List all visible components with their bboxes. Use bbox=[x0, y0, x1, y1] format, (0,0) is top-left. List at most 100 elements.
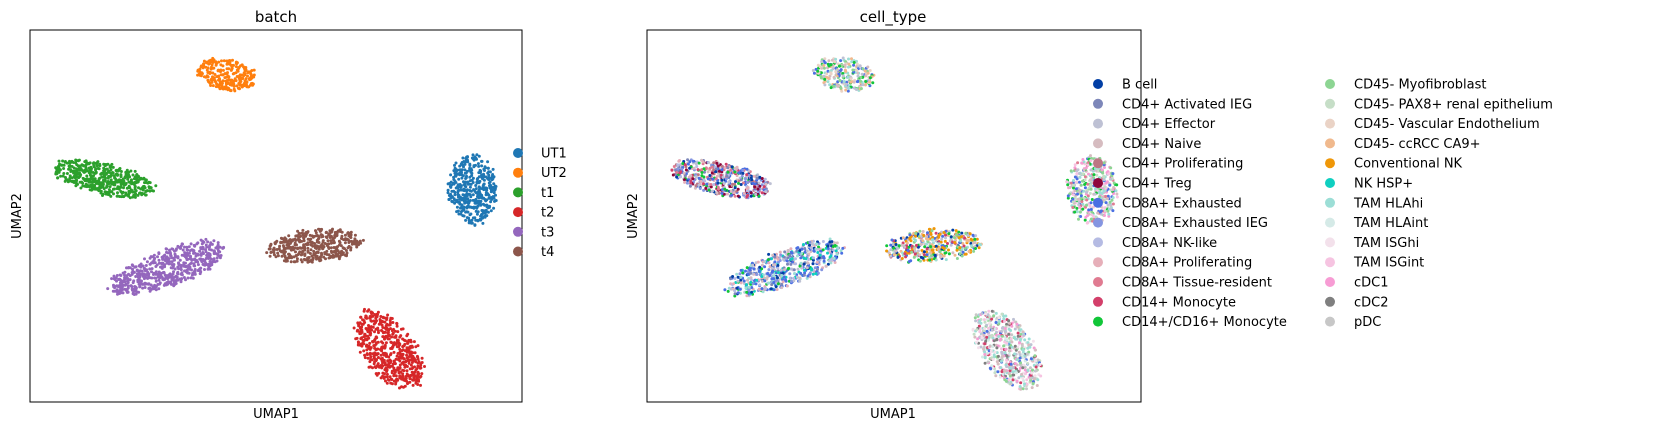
point-t1 bbox=[137, 186, 140, 190]
point-cell bbox=[1102, 178, 1106, 182]
point-t1 bbox=[105, 190, 109, 194]
point-cell bbox=[743, 177, 747, 181]
point-cell bbox=[798, 279, 802, 283]
point-t2 bbox=[404, 378, 408, 382]
point-t3 bbox=[157, 251, 161, 255]
point-ut2 bbox=[199, 64, 203, 68]
point-t3 bbox=[185, 248, 189, 252]
point-t1 bbox=[96, 188, 100, 191]
point-cell bbox=[1088, 191, 1092, 195]
point-cell bbox=[833, 241, 836, 245]
point-t1 bbox=[113, 183, 117, 187]
point-cell bbox=[925, 242, 928, 246]
point-ut1 bbox=[469, 189, 473, 193]
point-ut1 bbox=[480, 173, 483, 177]
point-t1 bbox=[105, 185, 109, 188]
point-cell bbox=[836, 84, 840, 88]
point-t4 bbox=[278, 244, 282, 248]
point-t3 bbox=[160, 255, 164, 259]
point-t4 bbox=[326, 239, 330, 243]
point-cell bbox=[755, 176, 759, 180]
point-t1 bbox=[101, 192, 105, 196]
point-cell bbox=[1069, 169, 1073, 173]
point-cell bbox=[1107, 214, 1111, 218]
point-cell bbox=[717, 169, 721, 173]
point-t2 bbox=[412, 340, 416, 344]
point-ut1 bbox=[451, 200, 454, 204]
point-t3 bbox=[152, 273, 155, 276]
point-ut1 bbox=[468, 185, 472, 189]
point-cell bbox=[1085, 203, 1088, 207]
point-cell bbox=[754, 192, 758, 196]
point-cell bbox=[768, 274, 772, 277]
point-cell bbox=[961, 250, 965, 254]
point-t4 bbox=[340, 253, 344, 257]
point-t4 bbox=[309, 248, 313, 252]
point-cell bbox=[829, 261, 833, 265]
point-t2 bbox=[371, 325, 375, 329]
point-ut2 bbox=[205, 61, 208, 65]
point-t2 bbox=[361, 322, 365, 326]
point-cell bbox=[760, 287, 764, 291]
point-cell bbox=[1089, 208, 1093, 211]
point-t4 bbox=[272, 253, 276, 257]
point-ut2 bbox=[238, 83, 242, 87]
point-cell bbox=[822, 64, 826, 67]
point-cell bbox=[821, 240, 825, 243]
point-cell bbox=[1109, 188, 1113, 192]
point-cell bbox=[839, 86, 843, 90]
point-cell bbox=[1069, 181, 1073, 185]
point-t4 bbox=[347, 241, 351, 244]
point-t3 bbox=[177, 267, 181, 271]
point-t3 bbox=[216, 244, 220, 248]
point-cell bbox=[1086, 182, 1090, 186]
point-cell bbox=[720, 191, 724, 195]
point-ut2 bbox=[239, 77, 243, 81]
point-ut1 bbox=[481, 177, 484, 181]
point-cell bbox=[700, 171, 704, 174]
point-t1 bbox=[136, 193, 140, 197]
point-cell bbox=[981, 355, 984, 359]
point-cell bbox=[770, 266, 774, 270]
point-t2 bbox=[404, 359, 408, 363]
point-t2 bbox=[419, 374, 423, 378]
point-t3 bbox=[157, 261, 161, 265]
point-t3 bbox=[160, 262, 164, 266]
point-cell bbox=[767, 252, 771, 256]
point-cell bbox=[799, 256, 803, 260]
point-cell bbox=[1077, 172, 1081, 175]
point-t2 bbox=[395, 368, 399, 372]
point-cell bbox=[866, 71, 870, 75]
point-ut2 bbox=[219, 70, 222, 74]
point-t2 bbox=[376, 347, 380, 351]
point-cell bbox=[839, 249, 843, 253]
point-ut2 bbox=[218, 87, 222, 91]
point-cell bbox=[749, 176, 753, 180]
point-t2 bbox=[391, 343, 395, 347]
point-t3 bbox=[157, 258, 161, 262]
point-t3 bbox=[181, 242, 184, 246]
point-t3 bbox=[180, 253, 184, 257]
point-t2 bbox=[402, 385, 405, 389]
point-t2 bbox=[359, 315, 363, 319]
point-t1 bbox=[143, 186, 147, 190]
point-t3 bbox=[190, 273, 194, 277]
point-t1 bbox=[126, 193, 130, 197]
point-cell bbox=[855, 68, 859, 72]
point-ut2 bbox=[232, 84, 236, 88]
point-ut2 bbox=[236, 86, 240, 90]
point-cell bbox=[856, 79, 860, 83]
point-t2 bbox=[391, 331, 395, 335]
point-cell bbox=[736, 291, 740, 295]
point-ut1 bbox=[446, 191, 450, 195]
point-cell bbox=[740, 174, 744, 178]
point-t3 bbox=[148, 286, 152, 290]
point-t2 bbox=[369, 346, 373, 350]
point-cell bbox=[1078, 188, 1082, 192]
point-t4 bbox=[341, 246, 345, 250]
point-ut1 bbox=[482, 210, 486, 214]
point-t2 bbox=[385, 368, 389, 372]
point-ut1 bbox=[462, 183, 466, 187]
point-cell bbox=[739, 178, 743, 182]
point-ut1 bbox=[455, 205, 459, 209]
